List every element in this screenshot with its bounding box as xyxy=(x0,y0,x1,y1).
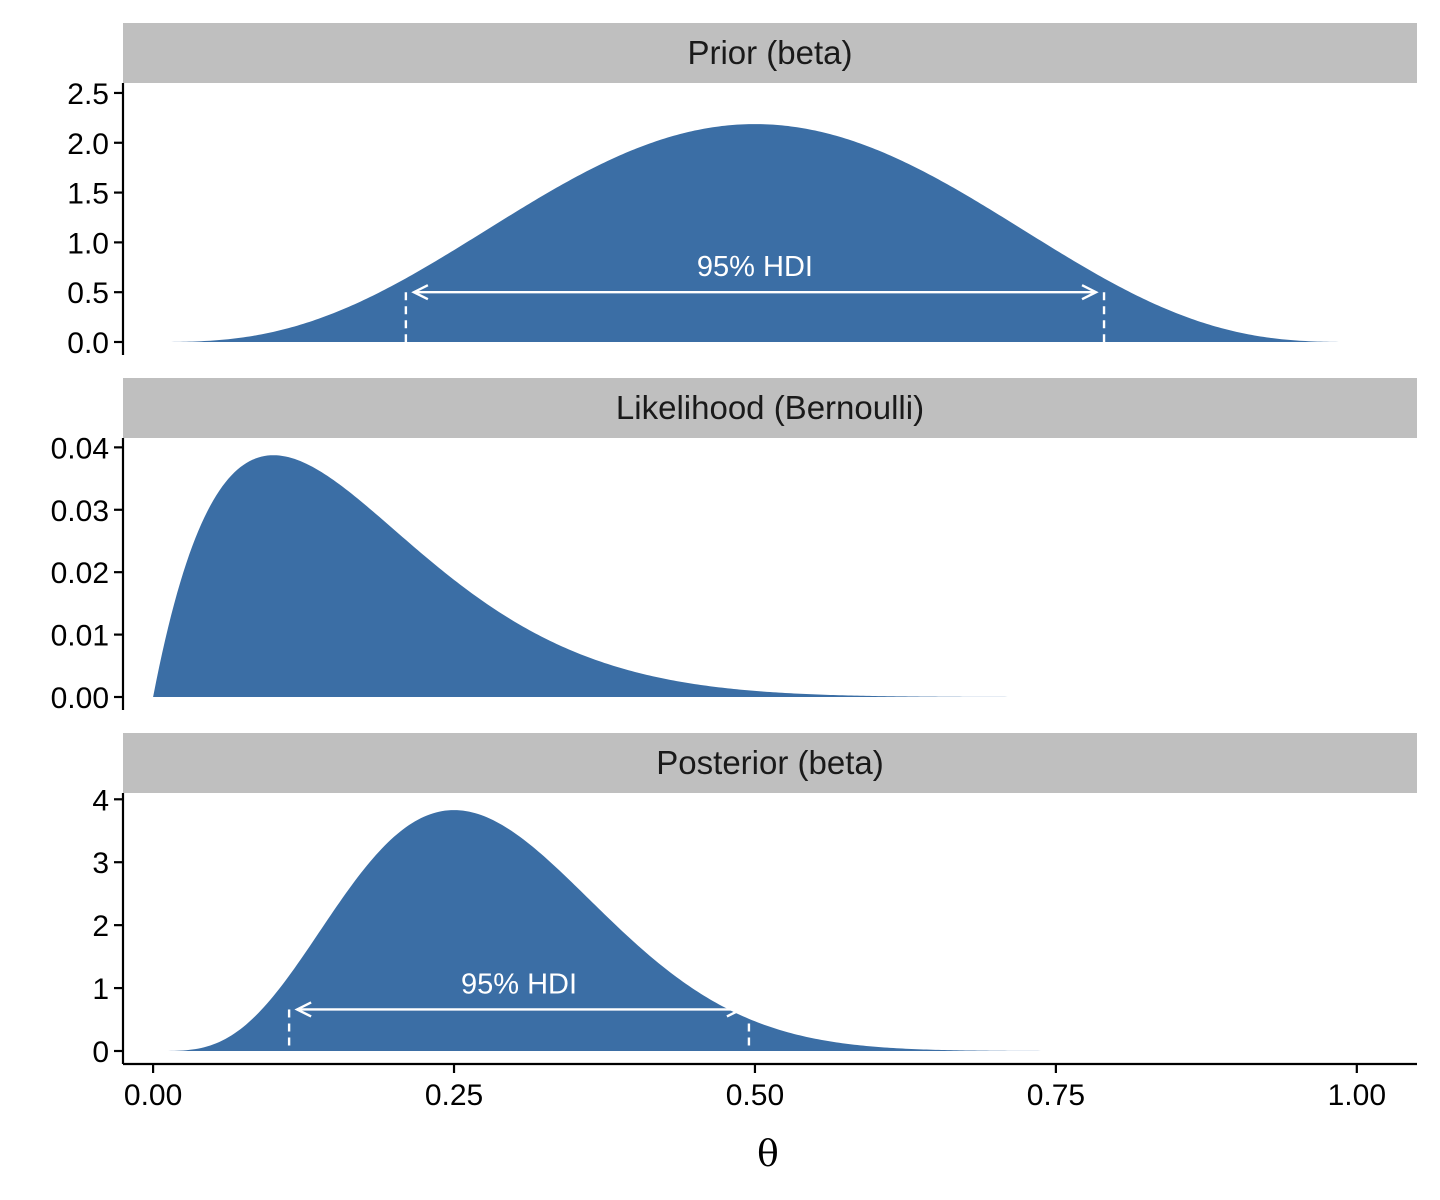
panel-2: Likelihood (Bernoulli) 0.00 0.01 0.02 0.03 0.… xyxy=(51,378,1417,715)
x-tick-label: 0.75 xyxy=(1027,1079,1085,1112)
y-tick-label: 0 xyxy=(92,1036,109,1069)
y-tick-label: 0.00 xyxy=(51,682,109,715)
hdi-annotation: 95% HDI xyxy=(404,251,1106,342)
hdi-label: 95% HDI xyxy=(461,968,577,1000)
y-tick-label: 0.5 xyxy=(67,277,109,310)
y-tick-label: 0.02 xyxy=(51,557,109,590)
density-area xyxy=(153,810,1357,1051)
y-tick-label: 2.5 xyxy=(67,78,109,111)
x-tick-label: 0.25 xyxy=(425,1079,483,1112)
y-tick-label: 1.0 xyxy=(67,227,109,260)
panel-title: Likelihood (Bernoulli) xyxy=(616,389,924,426)
y-tick-label: 2 xyxy=(92,910,109,943)
y-tick-label: 1.5 xyxy=(67,178,109,211)
density-area xyxy=(153,455,1357,697)
hdi-arrow-head-left xyxy=(294,1001,312,1018)
y-tick-label: 0.01 xyxy=(51,620,109,653)
x-axis: 0.00 0.25 0.50 0.75 1.00 xyxy=(123,1062,1417,1112)
y-tick-label: 4 xyxy=(92,784,109,817)
hdi-arrow-head-right xyxy=(1081,284,1099,301)
panel-title: Prior (beta) xyxy=(687,34,852,71)
panel-strip xyxy=(123,23,1417,83)
panel-title: Posterior (beta) xyxy=(656,744,883,781)
hdi-annotation: 95% HDI xyxy=(287,968,751,1051)
panels: Prior (beta) 0.0 0.5 1.0 1.5 2.0 2.5 95% HDI Lik… xyxy=(51,23,1417,1069)
y-tick-label: 0.0 xyxy=(67,327,109,360)
y-tick-label: 1 xyxy=(92,973,109,1006)
panel-strip xyxy=(123,378,1417,438)
x-tick-label: 0.50 xyxy=(726,1079,784,1112)
panel-strip xyxy=(123,733,1417,793)
x-tick-label: 0.00 xyxy=(124,1079,182,1112)
density-area xyxy=(153,124,1357,342)
x-tick-label: 1.00 xyxy=(1328,1079,1386,1112)
y-tick-label: 3 xyxy=(92,847,109,880)
panel-3: Posterior (beta) 0 1 2 3 4 95% HDI xyxy=(92,733,1417,1069)
panel-1: Prior (beta) 0.0 0.5 1.0 1.5 2.0 2.5 95% HDI xyxy=(67,23,1417,360)
x-axis-label: θ xyxy=(757,1134,779,1175)
y-tick-label: 2.0 xyxy=(67,128,109,161)
hdi-arrow-head-left xyxy=(411,284,429,301)
hdi-arrow-head-right xyxy=(726,1001,744,1018)
y-tick-label: 0.03 xyxy=(51,495,109,528)
y-tick-label: 0.04 xyxy=(51,432,109,465)
hdi-label: 95% HDI xyxy=(697,251,813,283)
